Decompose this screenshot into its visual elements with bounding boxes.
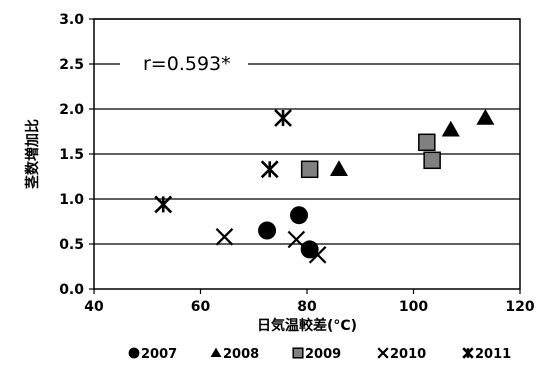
legend-label-2009: 2009	[305, 347, 341, 362]
legend-marker-2008	[210, 347, 222, 358]
point-2010-0-stroke-b	[215, 228, 234, 246]
correlation-annotation: r=0.593*	[143, 53, 231, 75]
point-2007-2	[300, 240, 319, 259]
point-2009-1	[418, 133, 436, 152]
y-tick-label-0: 0.0	[59, 282, 84, 298]
point-2010-1-stroke-b	[287, 230, 306, 249]
legend-label-2008: 2008	[223, 347, 259, 362]
y-tick-label-5: 2.5	[59, 57, 84, 73]
legend: 2007 2008 2009 2010 2011	[128, 347, 511, 362]
point-2007-1	[290, 206, 309, 225]
point-2009-0	[300, 160, 319, 179]
x-tick-label-2: 80	[297, 299, 317, 315]
x-tick-label-0: 40	[84, 299, 104, 315]
point-2010-0	[215, 228, 234, 246]
y-axis-title: 茎数増加比	[24, 119, 41, 189]
legend-label-2007: 2007	[141, 347, 177, 362]
x-tick-label-1: 60	[191, 299, 211, 315]
point-2009-2	[423, 151, 441, 170]
legend-marker-2009	[292, 347, 304, 359]
point-2008-0	[329, 160, 348, 177]
y-tick-label-1: 0.5	[59, 237, 84, 253]
point-2011-2	[274, 109, 292, 127]
legend-marker-2010-stroke-b	[377, 347, 389, 359]
y-tick-label-3: 1.5	[59, 147, 84, 163]
legend-label-2010: 2010	[390, 347, 426, 362]
legend-marker-2011	[462, 347, 474, 359]
x-tick-label-3: 100	[399, 299, 428, 315]
legend-marker-2010	[377, 347, 389, 359]
x-tick-label-4: 120	[505, 299, 534, 315]
legend-marker-2007	[128, 347, 140, 359]
point-2010-2-stroke-b	[308, 246, 327, 264]
point-2007-0	[258, 221, 277, 240]
series-2008	[329, 109, 495, 177]
x-axis-title: 日気温較差(°C)	[257, 317, 357, 334]
point-2008-1	[441, 120, 460, 137]
point-2011-1	[260, 160, 279, 179]
y-tick-label-2: 1.0	[59, 192, 84, 208]
series-2007	[258, 206, 319, 259]
point-2010-2	[308, 246, 327, 264]
series-2011	[154, 109, 292, 214]
series-2009	[300, 133, 441, 179]
y-tick-label-4: 2.0	[59, 102, 84, 118]
y-tick-label-6: 3.0	[59, 12, 84, 28]
series-2010	[215, 228, 327, 264]
legend-label-2011: 2011	[475, 347, 511, 362]
point-2010-1	[287, 230, 306, 249]
point-2011-0	[154, 195, 173, 214]
point-2008-2	[476, 109, 495, 125]
